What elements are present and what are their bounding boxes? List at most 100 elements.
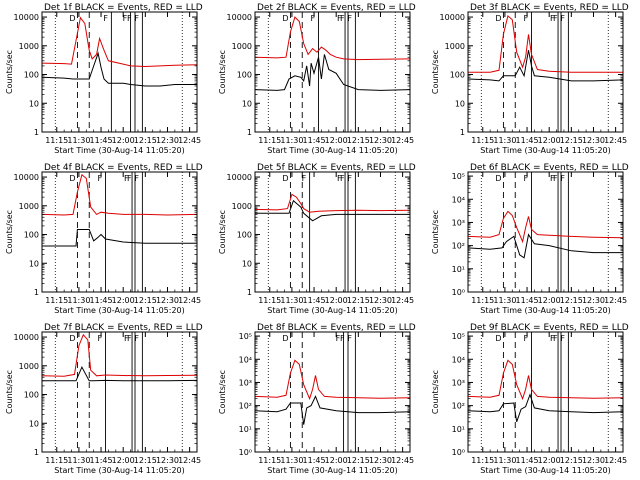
y-tick-label: 10³	[452, 218, 465, 227]
event-marker-label: F	[340, 14, 345, 23]
event-marker-label: F	[340, 334, 345, 343]
y-tick-label: 10	[455, 99, 465, 108]
series-line-events	[468, 233, 623, 259]
event-marker-label: F	[550, 334, 555, 343]
panel-title: Det 9f BLACK = Events, RED = LLD	[470, 323, 629, 333]
event-marker-label: F	[97, 334, 102, 343]
x-tick-label: 12:00	[325, 296, 348, 305]
y-tick-label: 10000	[227, 173, 252, 182]
x-tick-label: 12:30	[156, 296, 179, 305]
x-tick-label: 11:45	[516, 136, 539, 145]
panel-title: Det 6f BLACK = Events, RED = LLD	[470, 163, 629, 173]
x-tick-label: 12:30	[369, 456, 392, 465]
x-tick-label: 11:15	[258, 456, 281, 465]
panel-title: Det 7f BLACK = Events, RED = LLD	[44, 323, 203, 333]
x-tick-label: 12:00	[112, 456, 135, 465]
event-marker-label: F	[523, 14, 528, 23]
x-tick-label: 12:15	[134, 136, 157, 145]
x-tick-label: 11:30	[493, 296, 516, 305]
x-tick-label: 11:30	[493, 136, 516, 145]
y-tick-label: 10¹	[239, 425, 252, 434]
x-tick-label: 11:30	[493, 456, 516, 465]
x-axis-label: Start Time (30-Aug-14 11:05:20)	[267, 466, 398, 475]
event-marker-label: F	[302, 174, 307, 183]
event-marker-label: F	[347, 334, 352, 343]
event-marker-label: F	[337, 174, 342, 183]
y-axis-label: Counts/sec	[431, 210, 440, 254]
x-axis-label: Start Time (30-Aug-14 11:05:20)	[480, 146, 611, 155]
plot-frame	[254, 331, 411, 453]
x-tick-label: 11:45	[303, 296, 326, 305]
x-tick-label: 11:45	[90, 136, 113, 145]
y-axis-label: Counts/sec	[5, 370, 14, 414]
y-tick-label: 10000	[227, 13, 252, 22]
x-tick-label: 11:45	[516, 296, 539, 305]
y-tick-label: 100	[450, 71, 465, 80]
x-tick-label: 11:15	[45, 456, 68, 465]
y-tick-label: 10	[242, 259, 252, 268]
y-tick-label: 1	[34, 448, 39, 457]
x-tick-label: 12:45	[391, 136, 414, 145]
y-axis-label: Counts/sec	[5, 210, 14, 254]
event-marker-label: F	[134, 334, 139, 343]
y-tick-label: 1000	[19, 202, 39, 211]
x-tick-label: 12:45	[604, 296, 627, 305]
y-tick-label: 10⁰	[452, 448, 465, 457]
event-marker-label: F	[553, 14, 558, 23]
x-tick-label: 12:45	[391, 296, 414, 305]
event-marker-label: F	[550, 14, 555, 23]
x-tick-label: 12:45	[178, 456, 201, 465]
x-axis-label: Start Time (30-Aug-14 11:05:20)	[54, 306, 185, 315]
y-tick-label: 100	[237, 231, 252, 240]
event-marker-label: F	[124, 174, 129, 183]
x-tick-label: 11:30	[280, 136, 303, 145]
x-tick-label: 12:30	[369, 136, 392, 145]
x-tick-label: 12:15	[560, 136, 583, 145]
y-tick-label: 10²	[239, 402, 252, 411]
y-tick-label: 10	[29, 99, 39, 108]
series-line-lld	[42, 333, 197, 377]
y-tick-label: 10³	[239, 378, 252, 387]
x-tick-label: 12:45	[604, 456, 627, 465]
x-tick-label: 11:30	[280, 456, 303, 465]
y-tick-label: 10⁴	[452, 355, 465, 364]
series-line-lld	[468, 14, 623, 73]
y-axis-label: Counts/sec	[431, 370, 440, 414]
x-axis-label: Start Time (30-Aug-14 11:05:20)	[54, 146, 185, 155]
event-marker-label: F	[124, 334, 129, 343]
x-tick-label: 11:30	[67, 296, 90, 305]
event-marker-label: D	[282, 334, 288, 343]
event-marker-label: F	[347, 14, 352, 23]
y-axis-label: Counts/sec	[431, 50, 440, 94]
y-axis-label: Counts/sec	[218, 370, 227, 414]
y-tick-label: 100	[237, 71, 252, 80]
x-tick-label: 12:45	[178, 136, 201, 145]
y-tick-label: 10000	[14, 173, 39, 182]
plot-frame	[254, 11, 411, 133]
x-tick-label: 12:30	[156, 456, 179, 465]
y-tick-label: 100	[24, 391, 39, 400]
x-tick-label: 11:30	[67, 136, 90, 145]
y-tick-label: 10²	[452, 402, 465, 411]
event-marker-label: D	[282, 14, 288, 23]
x-tick-label: 11:15	[258, 136, 281, 145]
x-tick-label: 11:15	[258, 296, 281, 305]
x-tick-label: 12:00	[325, 136, 348, 145]
y-axis-label: Counts/sec	[218, 50, 227, 94]
plot-frame	[41, 11, 198, 133]
y-tick-label: 10000	[14, 333, 39, 342]
panel-title: Det 1f BLACK = Events, RED = LLD	[44, 3, 203, 13]
x-tick-label: 12:00	[538, 296, 561, 305]
x-tick-label: 11:45	[303, 456, 326, 465]
x-tick-label: 11:15	[471, 296, 494, 305]
x-tick-label: 12:30	[582, 296, 605, 305]
event-marker-label: F	[553, 174, 558, 183]
y-tick-label: 100	[24, 71, 39, 80]
y-tick-label: 100	[24, 231, 39, 240]
x-tick-label: 11:45	[90, 296, 113, 305]
panel-title: Det 5f BLACK = Events, RED = LLD	[257, 163, 416, 173]
